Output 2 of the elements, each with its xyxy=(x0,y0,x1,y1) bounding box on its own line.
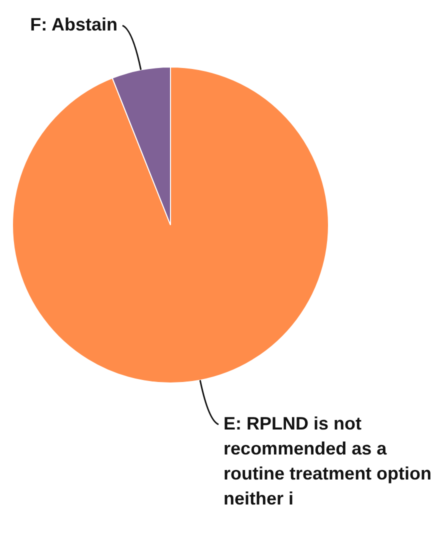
slice-label: E: RPLND is not recommended as a routine treatment option neither i xyxy=(224,413,432,508)
slice-label: F: Abstain xyxy=(30,14,118,35)
